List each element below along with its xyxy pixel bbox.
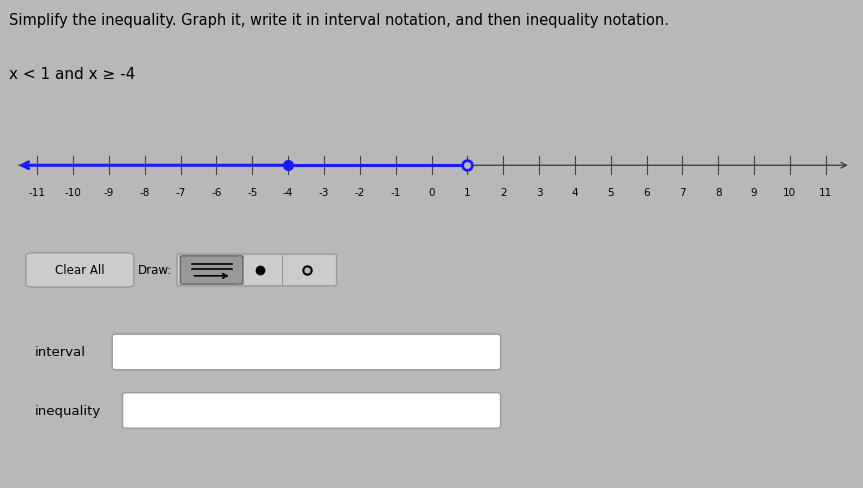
Text: 4: 4 <box>571 188 578 198</box>
Text: -9: -9 <box>104 188 114 198</box>
Text: Simplify the inequality. Graph it, write it in interval notation, and then inequ: Simplify the inequality. Graph it, write… <box>9 13 669 28</box>
Text: -10: -10 <box>65 188 82 198</box>
Text: -2: -2 <box>355 188 365 198</box>
Text: -6: -6 <box>211 188 222 198</box>
Text: 9: 9 <box>751 188 758 198</box>
Text: -5: -5 <box>247 188 257 198</box>
Text: 7: 7 <box>679 188 686 198</box>
Text: 6: 6 <box>643 188 650 198</box>
Text: -7: -7 <box>175 188 186 198</box>
Text: x < 1 and x ≥ -4: x < 1 and x ≥ -4 <box>9 67 135 82</box>
Text: -4: -4 <box>283 188 293 198</box>
Text: -3: -3 <box>318 188 329 198</box>
FancyBboxPatch shape <box>180 256 243 285</box>
FancyBboxPatch shape <box>177 255 337 286</box>
FancyBboxPatch shape <box>26 253 134 287</box>
Text: inequality: inequality <box>35 404 101 417</box>
Text: 2: 2 <box>500 188 507 198</box>
FancyBboxPatch shape <box>123 393 501 428</box>
Text: 0: 0 <box>428 188 435 198</box>
Text: 1: 1 <box>464 188 470 198</box>
Text: 8: 8 <box>715 188 721 198</box>
Text: 11: 11 <box>819 188 832 198</box>
Text: Draw:: Draw: <box>138 264 173 277</box>
Text: -8: -8 <box>140 188 150 198</box>
FancyBboxPatch shape <box>112 334 501 370</box>
Text: interval: interval <box>35 346 85 359</box>
Text: 5: 5 <box>608 188 614 198</box>
Text: 3: 3 <box>536 188 542 198</box>
Text: -11: -11 <box>28 188 46 198</box>
Text: 10: 10 <box>784 188 797 198</box>
Text: Clear All: Clear All <box>55 264 104 277</box>
Text: -1: -1 <box>390 188 400 198</box>
